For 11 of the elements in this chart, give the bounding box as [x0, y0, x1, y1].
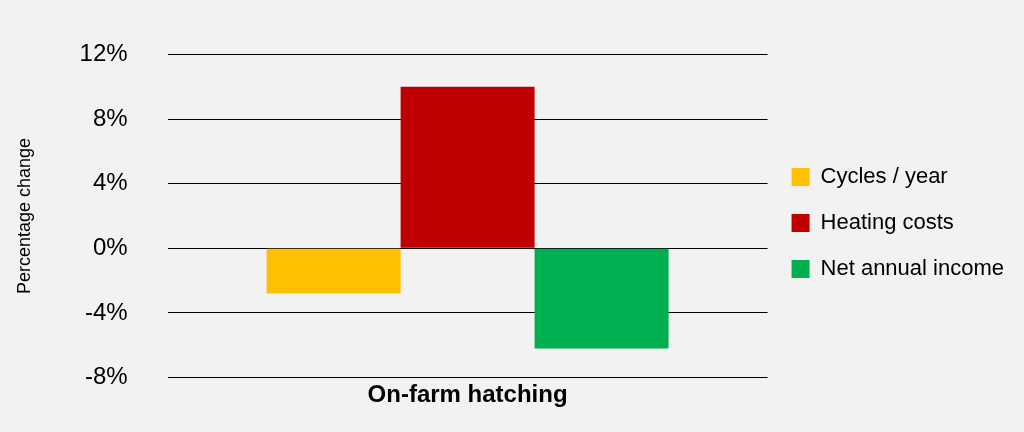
y-tick-label: -4%: [84, 297, 128, 325]
y-tick-label: 8%: [92, 103, 128, 131]
legend-label: Heating costs: [820, 209, 954, 235]
legend-label: Net annual income: [820, 255, 1005, 281]
y-tick-label: 12%: [79, 39, 128, 67]
x-tick-label: On-farm hatching: [367, 379, 568, 407]
y-tick-label: 4%: [92, 168, 128, 196]
legend-label: Cycles / year: [820, 163, 948, 189]
y-axis-title: Percentage change: [13, 137, 34, 295]
y-tick-label: 0%: [92, 232, 128, 260]
y-tick-label: -8%: [84, 362, 128, 390]
